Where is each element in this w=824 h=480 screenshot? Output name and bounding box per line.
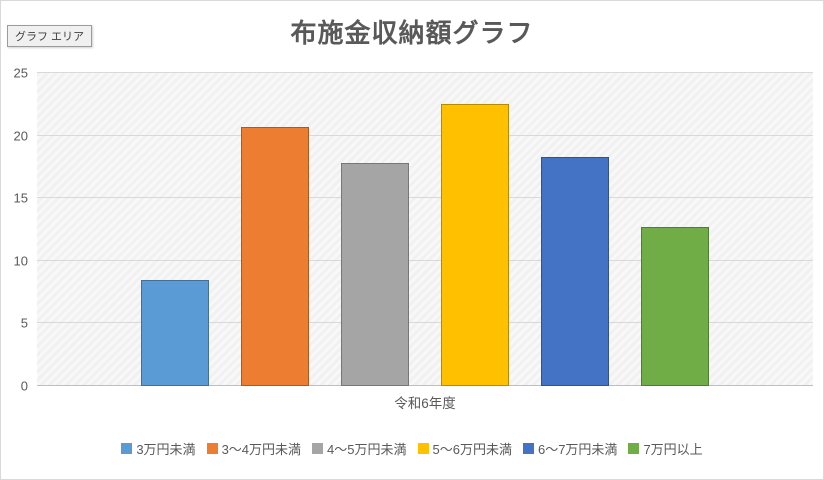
legend-swatch <box>522 443 534 454</box>
bar-5〜6万円未満[interactable] <box>441 104 509 386</box>
gridline <box>37 134 813 136</box>
chart-area-tooltip: グラフ エリア <box>7 25 93 47</box>
legend-swatch <box>417 443 429 454</box>
y-tick-label: 20 <box>13 128 28 144</box>
bar-7万円以上[interactable] <box>641 227 709 386</box>
gridlines <box>37 72 813 386</box>
legend-item-5〜6万円未満[interactable]: 5〜6万円未満 <box>417 439 512 458</box>
legend-label: 5〜6万円未満 <box>432 442 512 457</box>
legend: 3万円未満 3〜4万円未満 4〜5万円未満 5〜6万円未満 6〜7万円未満 7万円以上 <box>1 439 823 458</box>
y-tick-label: 10 <box>13 253 28 269</box>
bar-3万円未満[interactable] <box>141 279 209 386</box>
gridline <box>37 72 813 73</box>
chart-title: 布施金収納額グラフ <box>290 18 534 48</box>
y-tick-label: 25 <box>13 65 28 81</box>
legend-label: 6〜7万円未満 <box>537 442 618 457</box>
legend-item-6〜7万円未満[interactable]: 6〜7万円未満 <box>522 439 618 458</box>
bars <box>37 73 813 386</box>
legend-label: 4〜5万円未満 <box>327 442 407 457</box>
legend-label: 7万円以上 <box>643 442 703 457</box>
legend-item-4〜5万円未満[interactable]: 4〜5万円未満 <box>312 439 407 458</box>
legend-swatch <box>206 443 218 454</box>
gridline <box>37 322 813 324</box>
plot-area[interactable] <box>37 72 813 386</box>
legend-label: 3〜4万円未満 <box>221 442 302 457</box>
legend-item-7万円以上[interactable]: 7万円以上 <box>628 439 703 458</box>
legend-label: 3万円未満 <box>136 442 196 457</box>
y-tick-label: 0 <box>20 378 28 394</box>
bar-4〜5万円未満[interactable] <box>341 163 409 386</box>
x-axis-line <box>37 385 813 386</box>
bar-3〜4万円未満[interactable] <box>241 126 309 386</box>
legend-swatch <box>121 443 133 454</box>
gridline <box>37 197 813 199</box>
legend-item-3万円未満[interactable]: 3万円未満 <box>121 439 196 458</box>
y-tick-label: 15 <box>13 190 28 206</box>
y-axis: 0 5 10 15 20 25 <box>1 67 33 393</box>
bar-6〜7万円未満[interactable] <box>541 156 609 386</box>
y-tick-label: 5 <box>20 315 28 331</box>
legend-swatch <box>628 443 640 454</box>
legend-item-3〜4万円未満[interactable]: 3〜4万円未満 <box>206 439 302 458</box>
legend-swatch <box>312 443 324 454</box>
x-axis-category-label: 令和6年度 <box>394 396 456 411</box>
gridline <box>37 259 813 261</box>
